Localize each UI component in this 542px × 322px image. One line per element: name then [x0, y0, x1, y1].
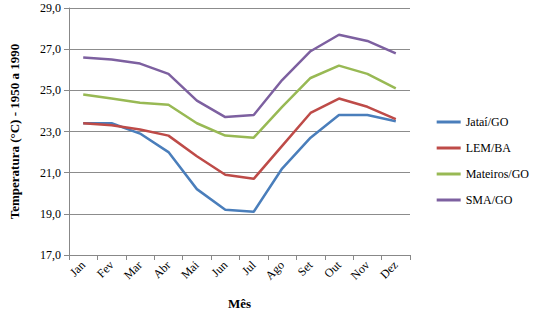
svg-text:Temperatura (°C) - 1950 a 1990: Temperatura (°C) - 1950 a 1990 [7, 44, 22, 220]
svg-text:19,0: 19,0 [40, 207, 61, 221]
svg-text:29,0: 29,0 [40, 1, 61, 15]
svg-text:Fev: Fev [94, 258, 117, 281]
svg-text:Out: Out [321, 258, 344, 281]
svg-text:Jataí/GO: Jataí/GO [466, 115, 509, 129]
svg-text:Mar: Mar [121, 258, 145, 282]
svg-text:Jan: Jan [67, 258, 88, 279]
svg-text:Mateiros/GO: Mateiros/GO [466, 167, 530, 181]
svg-text:23,0: 23,0 [40, 125, 61, 139]
svg-text:Ago: Ago [263, 258, 287, 282]
svg-text:25,0: 25,0 [40, 83, 61, 97]
svg-text:LEM/BA: LEM/BA [466, 141, 512, 155]
svg-text:Mai: Mai [178, 258, 202, 282]
svg-text:Abr: Abr [150, 258, 173, 281]
svg-text:Jun: Jun [209, 258, 231, 280]
svg-text:21,0: 21,0 [40, 166, 61, 180]
svg-text:Dez: Dez [377, 258, 401, 282]
svg-text:SMA/GO: SMA/GO [466, 193, 513, 207]
svg-text:Jul: Jul [239, 258, 259, 278]
svg-text:Mês: Mês [228, 296, 251, 311]
svg-text:Set: Set [295, 258, 316, 279]
svg-text:27,0: 27,0 [40, 42, 61, 56]
svg-text:17,0: 17,0 [40, 248, 61, 262]
svg-text:Nov: Nov [348, 258, 372, 282]
